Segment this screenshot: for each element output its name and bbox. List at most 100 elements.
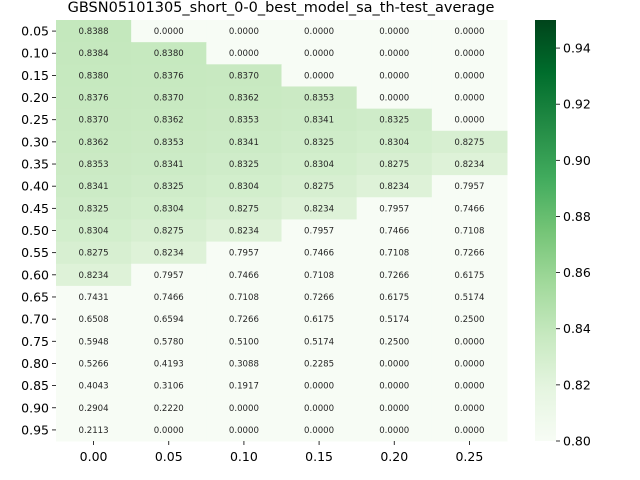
heatmap-cell bbox=[131, 396, 207, 420]
cell-value-label: 0.8234 bbox=[79, 271, 109, 281]
heatmap-cell bbox=[206, 108, 282, 132]
heatmap-cell bbox=[131, 418, 207, 442]
y-tick-label: 0.75 bbox=[21, 334, 49, 349]
cell-value-label: 0.0000 bbox=[454, 426, 484, 436]
cell-value-label: 0.8362 bbox=[229, 94, 259, 104]
heatmap-cell bbox=[131, 241, 207, 265]
cell-value-label: 0.5948 bbox=[79, 337, 109, 347]
cell-value-label: 0.0000 bbox=[304, 71, 334, 81]
y-tick-label: 0.60 bbox=[21, 267, 49, 282]
heatmap-cell bbox=[131, 330, 207, 353]
cell-value-label: 0.0000 bbox=[379, 404, 409, 414]
colorbar-tick-label: 0.86 bbox=[563, 265, 591, 280]
cell-value-label: 0.0000 bbox=[454, 27, 484, 37]
cell-value-label: 0.6508 bbox=[79, 315, 109, 325]
heatmap-cell bbox=[56, 374, 132, 398]
heatmap-cell bbox=[56, 352, 132, 376]
y-tick-label: 0.85 bbox=[21, 378, 49, 393]
cell-value-label: 0.2500 bbox=[379, 337, 409, 347]
y-tick-label: 0.25 bbox=[21, 112, 49, 127]
heatmap-cell bbox=[56, 219, 132, 243]
heatmap-cell bbox=[56, 418, 132, 442]
colorbar bbox=[535, 20, 556, 441]
heatmap-cell bbox=[431, 352, 508, 376]
heatmap-cell bbox=[431, 64, 508, 87]
heatmap-cell bbox=[281, 330, 358, 353]
cell-value-label: 0.2500 bbox=[454, 315, 484, 325]
cell-value-label: 0.0000 bbox=[154, 27, 184, 37]
y-tick-label: 0.95 bbox=[21, 422, 49, 437]
heatmap-cell bbox=[431, 285, 508, 309]
heatmap-cell bbox=[356, 86, 433, 110]
heatmap-cell bbox=[56, 108, 132, 132]
cell-value-label: 0.0000 bbox=[304, 27, 334, 37]
heatmap-cell bbox=[281, 418, 358, 442]
heatmap-cell bbox=[356, 42, 433, 65]
heatmap-cell bbox=[281, 396, 358, 420]
colorbar-tick-label: 0.84 bbox=[563, 321, 591, 336]
heatmap-cell bbox=[56, 396, 132, 420]
cell-value-label: 0.4043 bbox=[79, 382, 109, 392]
cell-value-label: 0.8376 bbox=[79, 94, 109, 104]
colorbar-axis: 0.80 0.82 0.84 0.86 0.88 0.90 0.92 0.94 bbox=[556, 41, 591, 449]
heatmap-cell bbox=[131, 219, 207, 243]
heatmap-cell bbox=[281, 285, 358, 309]
cell-value-label: 0.7266 bbox=[304, 293, 334, 303]
cell-value-label: 0.8275 bbox=[229, 204, 259, 214]
heatmap-cell bbox=[131, 64, 207, 87]
heatmap-cell bbox=[281, 64, 358, 87]
cell-value-label: 0.8341 bbox=[229, 138, 259, 148]
cell-value-label: 0.0000 bbox=[304, 382, 334, 392]
cell-value-label: 0.8234 bbox=[454, 160, 484, 170]
x-tick-label: 0.15 bbox=[305, 449, 333, 464]
cell-value-label: 0.7957 bbox=[379, 204, 409, 214]
heatmap-cell bbox=[431, 219, 508, 243]
cell-value-label: 0.0000 bbox=[454, 337, 484, 347]
y-tick-label: 0.55 bbox=[21, 245, 49, 260]
cell-value-label: 0.8376 bbox=[154, 71, 184, 81]
cell-value-label: 0.4193 bbox=[154, 359, 184, 369]
heatmap-cell bbox=[356, 152, 433, 176]
cell-value-label: 0.0000 bbox=[304, 426, 334, 436]
cell-value-label: 0.7466 bbox=[154, 293, 184, 303]
heatmap-cell bbox=[356, 374, 433, 398]
cell-value-label: 0.8325 bbox=[229, 160, 259, 170]
heatmap-cell bbox=[356, 130, 433, 154]
y-tick-label: 0.70 bbox=[21, 312, 49, 327]
heatmap-cell bbox=[206, 152, 282, 176]
cell-value-label: 0.7108 bbox=[229, 293, 259, 303]
heatmap-cell bbox=[356, 285, 433, 309]
heatmap-cell bbox=[356, 20, 433, 43]
heatmap-cell bbox=[356, 308, 433, 331]
heatmap-cell bbox=[281, 308, 358, 331]
cell-value-label: 0.8362 bbox=[154, 116, 184, 126]
heatmap-cell bbox=[281, 197, 358, 220]
cell-value-label: 0.7466 bbox=[454, 204, 484, 214]
cell-value-label: 0.8341 bbox=[79, 182, 109, 192]
cell-value-label: 0.0000 bbox=[229, 49, 259, 59]
heatmap-cell bbox=[356, 175, 433, 198]
heatmap-cell bbox=[131, 175, 207, 198]
y-tick-label: 0.65 bbox=[21, 289, 49, 304]
heatmap-cell bbox=[431, 20, 508, 43]
cell-value-label: 0.6175 bbox=[454, 271, 484, 281]
cell-value-label: 0.0000 bbox=[454, 49, 484, 59]
heatmap-cell bbox=[281, 374, 358, 398]
cell-value-label: 0.5266 bbox=[79, 359, 109, 369]
heatmap-cell bbox=[431, 308, 508, 331]
heatmap-cell bbox=[356, 352, 433, 376]
heatmap-cell bbox=[431, 263, 508, 287]
heatmap-cell bbox=[206, 374, 282, 398]
cell-value-label: 0.8304 bbox=[379, 138, 409, 148]
heatmap-cell bbox=[356, 396, 433, 420]
cell-value-label: 0.8370 bbox=[154, 94, 184, 104]
y-tick-label: 0.20 bbox=[21, 90, 49, 105]
heatmap-cell bbox=[131, 197, 207, 220]
cell-value-label: 0.7466 bbox=[304, 249, 334, 259]
heatmap-cell bbox=[206, 197, 282, 220]
heatmap-cell bbox=[281, 352, 358, 376]
y-tick-label: 0.40 bbox=[21, 179, 49, 194]
cell-value-label: 0.7466 bbox=[379, 227, 409, 237]
heatmap-cell bbox=[131, 108, 207, 132]
